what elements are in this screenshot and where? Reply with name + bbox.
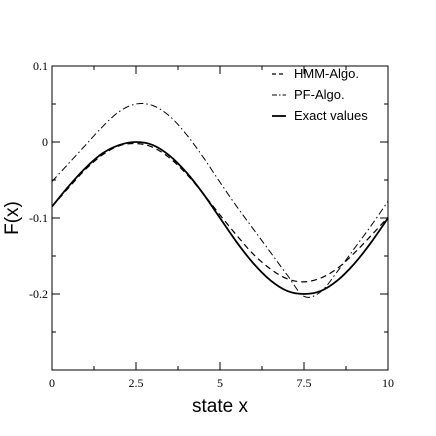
y-axis-title: F(x) <box>2 201 23 235</box>
tick-labels: 0 2.5 5 7.5 10 0.1 0 -0.1 -0.2 <box>29 59 394 390</box>
legend-label-exact-values: Exact values <box>294 108 368 123</box>
series-line-hmm-algo <box>51 142 389 283</box>
y-tick-label: -0.1 <box>29 211 48 225</box>
series-line-pf-algo <box>51 103 389 298</box>
x-tick-label: 0 <box>49 376 55 390</box>
series-lines <box>51 103 389 298</box>
x-tick-label: 7.5 <box>297 376 312 390</box>
x-axis-title: state x <box>192 396 248 417</box>
ticks <box>51 65 389 370</box>
x-tick-label: 5 <box>217 376 223 390</box>
legend-label-pf-algo: PF-Algo. <box>294 87 345 102</box>
y-tick-label: 0 <box>42 135 48 149</box>
y-tick-label: -0.2 <box>29 287 48 301</box>
series-line-exact-values <box>51 141 389 295</box>
x-tick-label: 2.5 <box>129 376 144 390</box>
x-tick-label: 10 <box>382 376 394 390</box>
legend-label-hmm-algo: HMM-Algo. <box>294 66 359 81</box>
y-tick-label: 0.1 <box>33 59 48 73</box>
legend: HMM-Algo. PF-Algo. Exact values <box>272 66 368 123</box>
